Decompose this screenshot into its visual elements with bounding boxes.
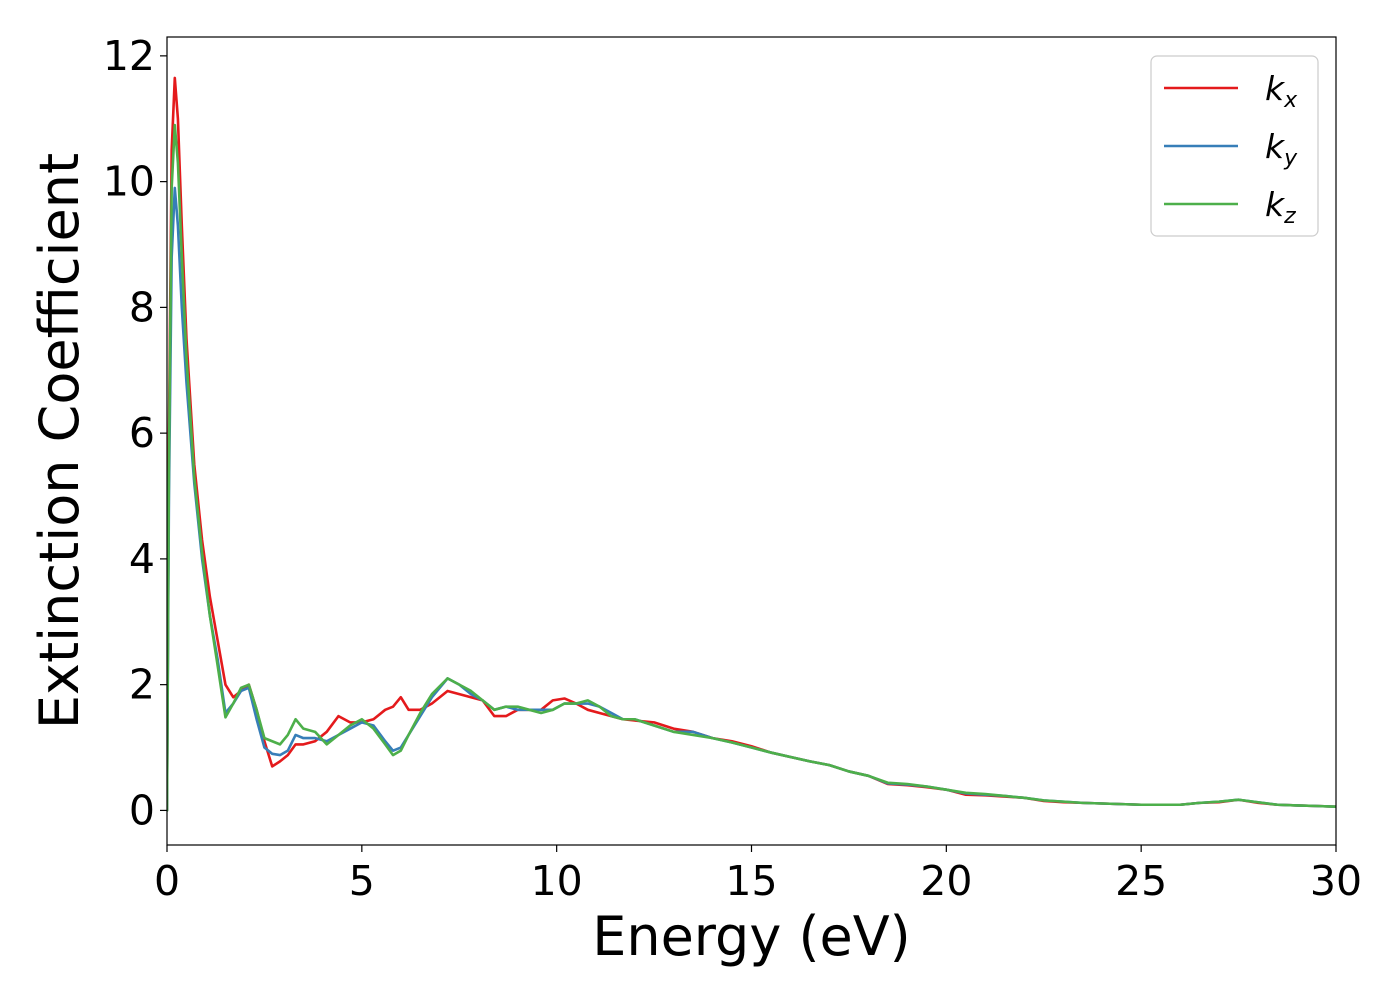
y-axis-title: Extinction Coefficient	[28, 153, 91, 729]
legend: kx ky kz	[1150, 55, 1319, 237]
y-tick-label: 6	[129, 409, 155, 457]
x-tick-label: 25	[1115, 857, 1167, 905]
series-line-kz	[167, 123, 1336, 812]
y-tick-label: 4	[129, 535, 155, 583]
x-tick-label: 5	[349, 857, 375, 905]
legend-label-kx: kx	[1265, 69, 1298, 113]
x-tick-label: 30	[1310, 857, 1362, 905]
y-tick-label: 0	[129, 786, 155, 834]
y-tick-label: 8	[129, 283, 155, 331]
x-tick-label: 20	[920, 857, 972, 905]
series-layer	[167, 76, 1336, 812]
x-axis-ticks: 0 5 10 15 20 25 30	[154, 845, 1362, 905]
x-tick-label: 15	[725, 857, 777, 905]
legend-label-kz: kz	[1265, 185, 1296, 229]
x-tick-label: 10	[531, 857, 583, 905]
y-axis-ticks: 0 2 4 6 8 10 12	[103, 32, 167, 834]
x-tick-label: 0	[154, 857, 180, 905]
legend-label-ky: ky	[1265, 127, 1298, 171]
y-tick-label: 2	[129, 661, 155, 709]
x-axis-title: Energy (eV)	[592, 905, 911, 968]
y-tick-label: 10	[103, 158, 155, 206]
y-tick-label: 12	[103, 32, 155, 80]
